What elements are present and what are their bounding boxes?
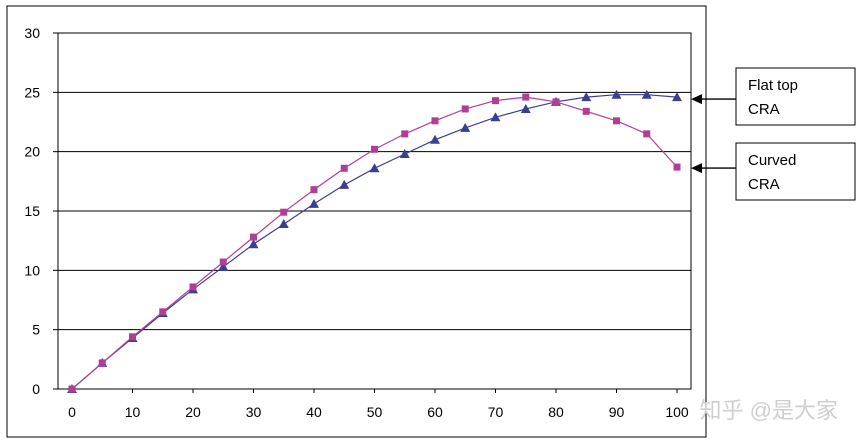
data-point-square [552, 98, 560, 106]
data-point-triangle [369, 163, 380, 173]
legend-label: Curved [748, 152, 796, 169]
data-point-square [340, 164, 348, 172]
data-point-square [250, 233, 257, 241]
x-tick-label: 80 [548, 404, 564, 420]
legend-box-2 [735, 142, 856, 201]
legend-box-1 [735, 67, 856, 126]
data-point-square [673, 163, 681, 171]
data-point-triangle [611, 89, 622, 99]
y-tick-label: 5 [32, 322, 40, 338]
x-tick-label: 10 [125, 404, 141, 420]
x-tick-label: 20 [185, 404, 201, 420]
data-point-triangle [430, 134, 440, 144]
data-point-square [401, 130, 409, 138]
chart-frame [6, 5, 707, 438]
data-point-square [159, 308, 167, 316]
data-point-triangle [641, 89, 652, 99]
data-point-square [371, 145, 378, 153]
data-point-square [582, 107, 590, 115]
legend: Flat top CRA Curved CRA [691, 67, 856, 201]
data-point-square [522, 93, 530, 101]
data-point-triangle [399, 149, 410, 159]
x-tick-label: 60 [427, 404, 443, 420]
data-point-square [68, 385, 76, 393]
data-point-square [189, 283, 197, 291]
data-point-triangle [339, 179, 350, 189]
x-tick-label: 30 [246, 404, 262, 420]
data-point-triangle [490, 112, 501, 122]
data-point-square [129, 333, 136, 341]
data-point-triangle [581, 92, 592, 102]
data-point-square [98, 359, 106, 367]
axes: 0 5 10 15 20 25 30 0 10 20 30 40 50 60 70 80 90 100 [24, 25, 688, 420]
legend-arrow-head [691, 163, 702, 174]
data-point-square [643, 130, 651, 138]
watermark: 知乎 @是大家 [700, 398, 838, 423]
data-point-square [219, 258, 227, 266]
data-point-triangle [218, 261, 229, 271]
x-tick-label: 90 [609, 404, 625, 420]
y-tick-label: 15 [24, 203, 40, 219]
y-tick-label: 30 [24, 25, 40, 41]
x-tick-label: 70 [488, 404, 504, 420]
data-point-triangle [672, 92, 682, 102]
data-point-triangle [309, 198, 319, 208]
x-tick-label: 0 [68, 404, 76, 420]
data-point-square [461, 105, 469, 113]
legend-label: CRA [748, 101, 780, 118]
data-point-triangle [460, 122, 471, 132]
series [67, 89, 682, 393]
y-tick-label: 20 [24, 144, 40, 160]
y-tick-label: 0 [32, 381, 40, 397]
y-tick-label: 25 [24, 84, 40, 100]
x-tick-label: 50 [367, 404, 383, 420]
data-point-square [431, 117, 439, 125]
data-point-square [613, 117, 620, 125]
data-point-triangle [248, 239, 259, 249]
data-point-triangle [278, 219, 289, 229]
x-tick-label: 100 [665, 404, 689, 420]
data-point-triangle [520, 103, 531, 113]
legend-label: CRA [748, 176, 780, 193]
y-tick-label: 10 [24, 262, 40, 278]
legend-arrow-head [691, 94, 702, 105]
legend-label: Flat top [748, 77, 798, 94]
x-tick-label: 40 [306, 404, 322, 420]
data-point-square [492, 97, 499, 105]
data-point-square [310, 186, 318, 194]
data-point-square [280, 208, 288, 216]
